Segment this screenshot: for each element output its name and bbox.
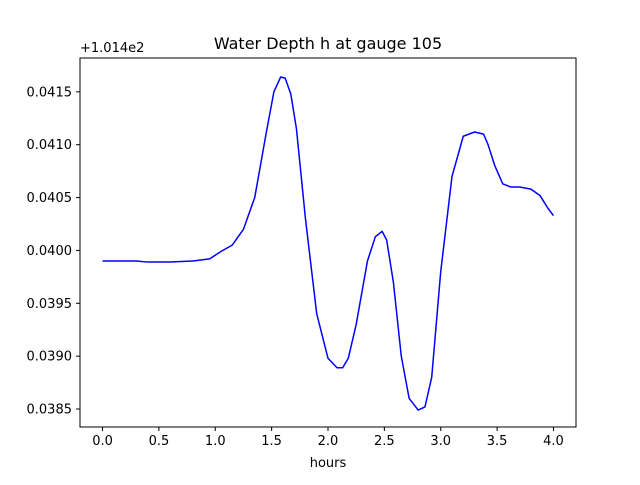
y-tick-label: 0.0385 — [27, 403, 73, 418]
y-tick-label: 0.0410 — [27, 138, 73, 153]
x-tick-label: 1.5 — [261, 434, 282, 449]
x-axis-label: hours — [310, 456, 347, 471]
x-tick-label: 1.0 — [205, 434, 226, 449]
x-tick-label: 2.5 — [374, 434, 395, 449]
y-tick-label: 0.0415 — [27, 85, 73, 100]
x-tick-label: 2.0 — [318, 434, 339, 449]
series-line-0 — [102, 76, 555, 411]
x-tick-label: 3.5 — [487, 434, 508, 449]
x-tick-label: 0.5 — [149, 434, 170, 449]
y-tick-label: 0.0400 — [27, 244, 73, 259]
x-tick-label: 3.0 — [430, 434, 451, 449]
x-tick-label: 4.0 — [543, 434, 564, 449]
y-axis-offset-label: +1.014e2 — [80, 41, 144, 56]
y-tick-label: 0.0405 — [27, 191, 73, 206]
x-tick-label: 0.0 — [92, 434, 113, 449]
plot-area: 0.0 0.5 1.0 1.5 2.0 2.5 3.0 3.5 4.0 0.0385 0.0390 0… — [27, 57, 577, 449]
y-tick-label: 0.0390 — [27, 350, 73, 365]
chart-title: Water Depth h at gauge 105 — [214, 34, 442, 53]
y-tick-label: 0.0395 — [27, 297, 73, 312]
